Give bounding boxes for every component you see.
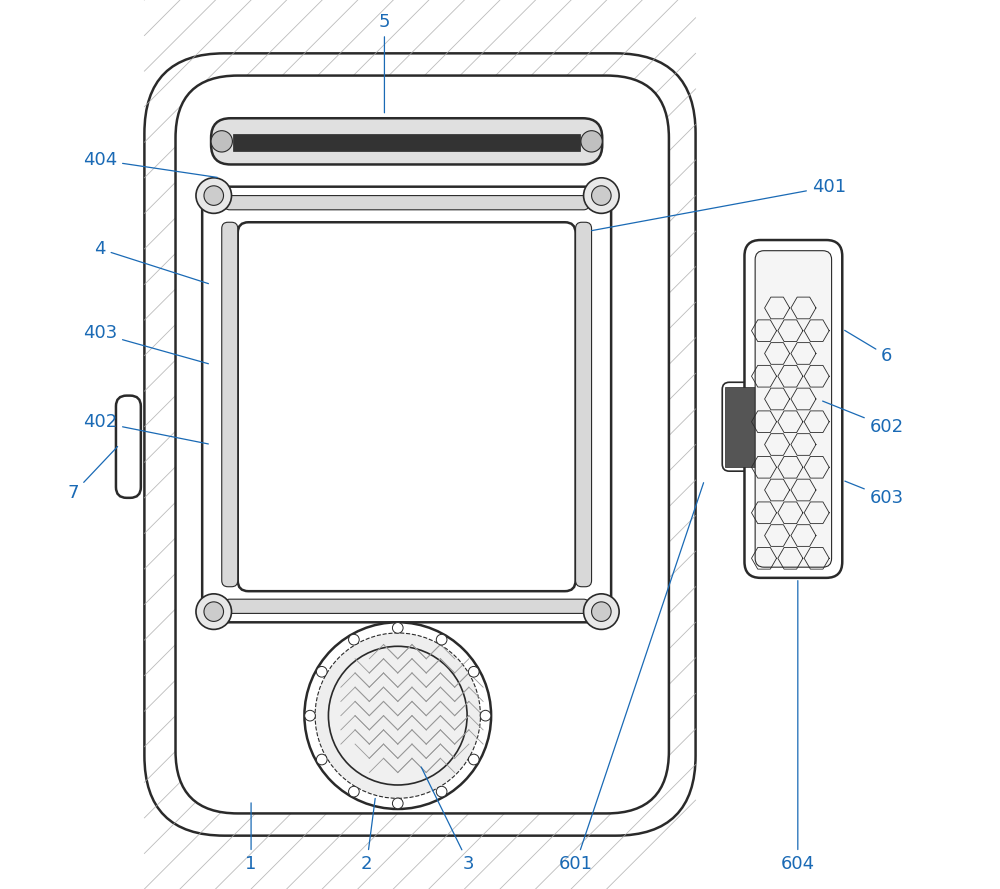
Circle shape: [436, 786, 447, 797]
Text: 603: 603: [845, 481, 904, 507]
Circle shape: [468, 754, 479, 765]
FancyBboxPatch shape: [224, 599, 589, 613]
Circle shape: [468, 667, 479, 677]
Text: 3: 3: [421, 767, 475, 873]
Circle shape: [480, 710, 491, 721]
Circle shape: [315, 633, 480, 798]
Circle shape: [204, 602, 224, 621]
Text: 7: 7: [68, 446, 118, 502]
Text: 401: 401: [592, 178, 846, 230]
Circle shape: [592, 186, 611, 205]
FancyBboxPatch shape: [722, 382, 771, 471]
Circle shape: [349, 786, 359, 797]
FancyBboxPatch shape: [744, 240, 842, 578]
FancyBboxPatch shape: [224, 196, 589, 210]
FancyBboxPatch shape: [755, 251, 832, 567]
Circle shape: [584, 594, 619, 629]
Circle shape: [328, 646, 467, 785]
Text: 4: 4: [94, 240, 208, 284]
Text: 403: 403: [83, 324, 208, 364]
Text: 1: 1: [245, 803, 257, 873]
Circle shape: [584, 178, 619, 213]
Circle shape: [204, 186, 224, 205]
Circle shape: [436, 635, 447, 645]
Circle shape: [196, 178, 232, 213]
FancyBboxPatch shape: [238, 222, 576, 591]
Text: 402: 402: [83, 413, 208, 444]
Text: 2: 2: [361, 798, 375, 873]
Circle shape: [304, 622, 491, 809]
FancyBboxPatch shape: [116, 396, 141, 498]
Circle shape: [316, 667, 327, 677]
FancyBboxPatch shape: [576, 222, 592, 587]
Circle shape: [305, 710, 315, 721]
Circle shape: [349, 635, 359, 645]
Text: 604: 604: [781, 581, 815, 873]
Text: 601: 601: [559, 483, 704, 873]
Circle shape: [392, 622, 403, 633]
FancyBboxPatch shape: [222, 222, 238, 587]
Circle shape: [592, 602, 611, 621]
FancyBboxPatch shape: [211, 118, 602, 164]
Circle shape: [581, 131, 602, 152]
FancyBboxPatch shape: [144, 53, 696, 836]
Text: 5: 5: [379, 13, 390, 113]
Text: 6: 6: [845, 331, 892, 364]
FancyBboxPatch shape: [176, 76, 669, 813]
Bar: [725, 387, 768, 467]
Text: 602: 602: [823, 401, 904, 436]
FancyBboxPatch shape: [202, 187, 611, 622]
Bar: [233, 134, 580, 150]
Circle shape: [196, 594, 232, 629]
Circle shape: [392, 798, 403, 809]
Text: 404: 404: [83, 151, 217, 178]
Circle shape: [316, 754, 327, 765]
Circle shape: [211, 131, 232, 152]
